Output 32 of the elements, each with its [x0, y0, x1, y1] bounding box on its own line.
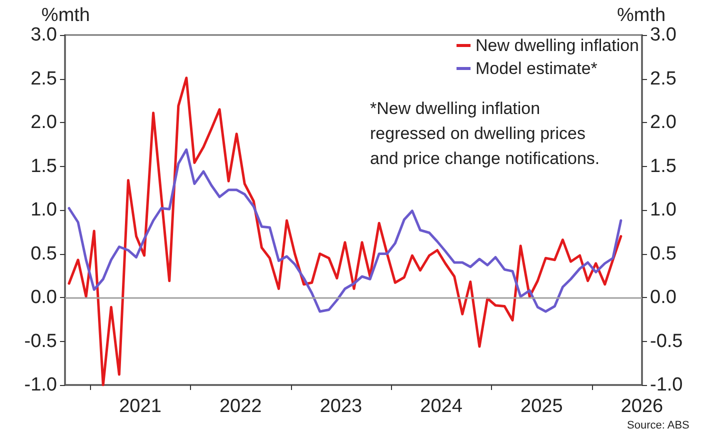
line-series	[68, 148, 622, 313]
x-tick-label: 2024	[420, 396, 463, 417]
y2-tick-label: 0.0	[650, 287, 676, 308]
y-axis-title: %mth	[41, 5, 90, 26]
y2-tick-label: -1.0	[650, 374, 683, 396]
source-note: Source: ABS	[627, 420, 690, 432]
y2-tick-label: 2.0	[650, 112, 676, 133]
x-tick-label: 2022	[219, 396, 262, 417]
legend-label: Model estimate*	[476, 59, 598, 78]
y-tick-label: -1.0	[24, 374, 57, 396]
y2-tick-label: 3.0	[650, 24, 676, 46]
annotation: *New dwelling inflation regressed on dwelling prices and price change notifications.	[370, 99, 600, 168]
x-tick-label: 2021	[119, 396, 162, 417]
y2-axis-title: %mth	[617, 5, 666, 26]
y-tick-label: 0.5	[30, 243, 57, 264]
x-tick-label: 2025	[520, 396, 563, 417]
y-tick-label: 0.0	[30, 287, 57, 308]
y-tick-label: 1.0	[30, 200, 57, 220]
y-tick-label: 1.5	[30, 156, 57, 177]
y2-tick-label: -0.5	[650, 330, 683, 352]
y-tick-label: 2.5	[30, 68, 57, 90]
line-series	[68, 76, 622, 386]
y2-tick-label: 1.0	[650, 200, 676, 220]
y2-tick-label: 1.5	[650, 156, 676, 177]
y-tick-label: 2.0	[30, 112, 57, 133]
legend-label: New dwelling inflation	[476, 36, 640, 55]
y2-tick-label: 0.5	[650, 243, 676, 264]
x-tick-label: 2023	[320, 396, 362, 417]
y-tick-label: -0.5	[24, 330, 57, 352]
x-tick-label: 2026	[620, 396, 664, 417]
y2-tick-label: 2.5	[650, 68, 676, 90]
y-tick-label: 3.0	[30, 24, 57, 46]
